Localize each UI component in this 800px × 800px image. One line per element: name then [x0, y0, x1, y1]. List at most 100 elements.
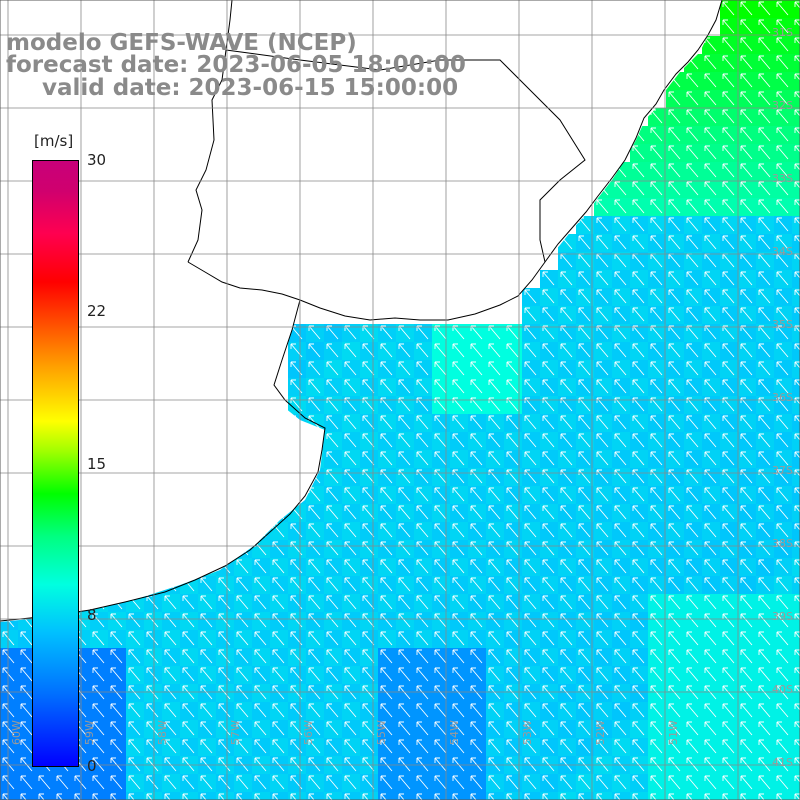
wind-arrow [560, 667, 573, 682]
longitude-label: 58W [156, 720, 169, 745]
wind-arrow [362, 487, 375, 502]
wind-arrow [740, 199, 753, 214]
wind-arrow [578, 271, 591, 286]
wind-arrow [326, 757, 339, 772]
wind-arrow [416, 415, 429, 430]
wind-arrow [758, 19, 771, 34]
wind-arrow [758, 145, 771, 160]
wind-arrow [614, 685, 627, 700]
wind-arrow [776, 487, 789, 502]
wind-cell [684, 792, 702, 800]
wind-arrow [704, 523, 717, 538]
wind-arrow [326, 703, 339, 718]
wind-cell [486, 792, 504, 800]
wind-arrow [776, 721, 789, 736]
wind-cell [792, 54, 800, 72]
wind-arrow [794, 631, 800, 639]
wind-arrow [758, 163, 771, 178]
wind-arrow [344, 613, 357, 628]
wind-arrow [344, 433, 357, 448]
wind-arrow [164, 649, 177, 664]
wind-arrow [722, 469, 735, 484]
wind-arrow [560, 487, 573, 502]
wind-arrow [794, 559, 800, 567]
wind-arrow [506, 343, 519, 358]
wind-arrow [542, 487, 555, 502]
wind-arrow [542, 649, 555, 664]
wind-arrow [740, 91, 753, 106]
wind-arrow [380, 595, 393, 610]
wind-arrow [254, 703, 267, 718]
wind-arrow [578, 289, 591, 304]
wind-arrow [254, 613, 267, 628]
border-line [225, 49, 586, 263]
wind-cell [468, 792, 486, 800]
wind-arrow [632, 667, 645, 682]
wind-arrow [776, 739, 789, 754]
wind-arrow [56, 793, 63, 800]
wind-arrow [614, 757, 627, 772]
wind-arrow [578, 361, 591, 376]
latitude-label: 35S [772, 318, 793, 331]
wind-arrow [146, 631, 159, 646]
wind-arrow [2, 703, 15, 718]
wind-arrow [596, 217, 609, 232]
wind-arrow [758, 307, 771, 322]
wind-cell [792, 396, 800, 414]
wind-arrow [362, 775, 375, 790]
wind-arrow [704, 91, 717, 106]
wind-arrow [596, 667, 609, 682]
wind-arrow [308, 379, 321, 394]
wind-arrow [722, 37, 735, 52]
wind-arrow [704, 361, 717, 376]
wind-cell [792, 378, 800, 396]
wind-arrow [344, 415, 357, 430]
wind-cell [666, 792, 684, 800]
wind-arrow [344, 631, 357, 646]
wind-arrow [2, 793, 9, 800]
wind-arrow [596, 631, 609, 646]
wind-arrow [614, 487, 627, 502]
wind-arrow [596, 703, 609, 718]
wind-arrow [524, 685, 537, 700]
wind-cell [792, 36, 800, 54]
wind-arrow [398, 739, 411, 754]
wind-arrow [380, 613, 393, 628]
wind-arrow [542, 757, 555, 772]
wind-arrow [614, 721, 627, 736]
wind-arrow [218, 667, 231, 682]
wind-arrow [308, 721, 321, 736]
wind-arrow [776, 289, 789, 304]
wind-arrow [362, 757, 375, 772]
latitude-label: 38S [772, 537, 793, 550]
coastline-north [187, 0, 723, 321]
wind-arrow [470, 721, 483, 736]
wind-arrow [596, 523, 609, 538]
wind-arrow [704, 757, 717, 772]
wind-arrow [614, 307, 627, 322]
wind-cell [36, 792, 54, 800]
wind-arrow [596, 289, 609, 304]
wind-arrow [362, 577, 375, 592]
wind-arrow [686, 793, 693, 800]
wind-arrow [362, 433, 375, 448]
wind-arrow [488, 415, 501, 430]
wind-arrow [686, 523, 699, 538]
wind-arrow [254, 775, 267, 790]
wind-arrow [344, 379, 357, 394]
wind-arrow [344, 793, 351, 800]
wind-arrow [254, 793, 261, 800]
wind-arrow [92, 703, 105, 718]
wind-arrow [200, 685, 213, 700]
wind-arrow [470, 415, 483, 430]
wind-arrow [434, 685, 447, 700]
wind-arrow [542, 631, 555, 646]
wind-arrow [452, 595, 465, 610]
wind-arrow [740, 127, 753, 142]
wind-arrow [596, 235, 609, 250]
wind-arrow [794, 487, 800, 495]
wind-arrow [146, 613, 159, 628]
wind-arrow [308, 559, 321, 574]
wind-cell [792, 558, 800, 576]
wind-arrow [344, 469, 357, 484]
